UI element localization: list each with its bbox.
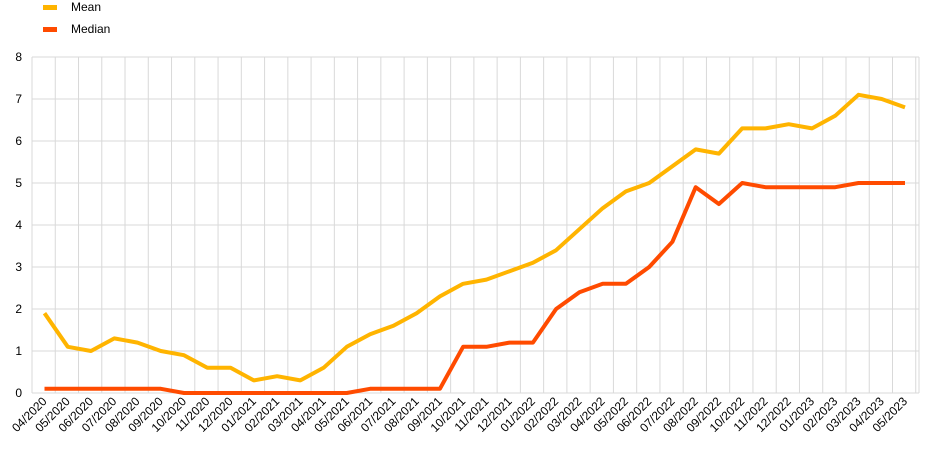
grid-lines [31,56,920,394]
y-axis-ticks: 0 1 2 3 4 5 6 7 8 [15,50,22,400]
y-tick-label: 8 [15,50,22,64]
y-tick-label: 4 [15,218,22,232]
y-tick-label: 7 [15,92,22,106]
legend-label-mean: Mean [71,0,101,14]
series-line-median [44,181,905,395]
legend-label-median: Median [71,22,110,36]
y-tick-label: 1 [15,344,22,358]
y-tick-label: 5 [15,176,22,190]
series-line-mean [42,92,906,383]
series-lines [42,92,906,395]
y-tick-label: 3 [15,260,22,274]
y-tick-label: 0 [15,386,22,400]
x-axis-ticks: 04/202005/202006/202007/202008/202009/20… [9,394,910,435]
legend-swatch-median [43,27,57,32]
legend: Mean Median [43,0,110,36]
y-tick-label: 2 [15,302,22,316]
y-tick-label: 6 [15,134,22,148]
legend-swatch-mean [43,5,57,10]
